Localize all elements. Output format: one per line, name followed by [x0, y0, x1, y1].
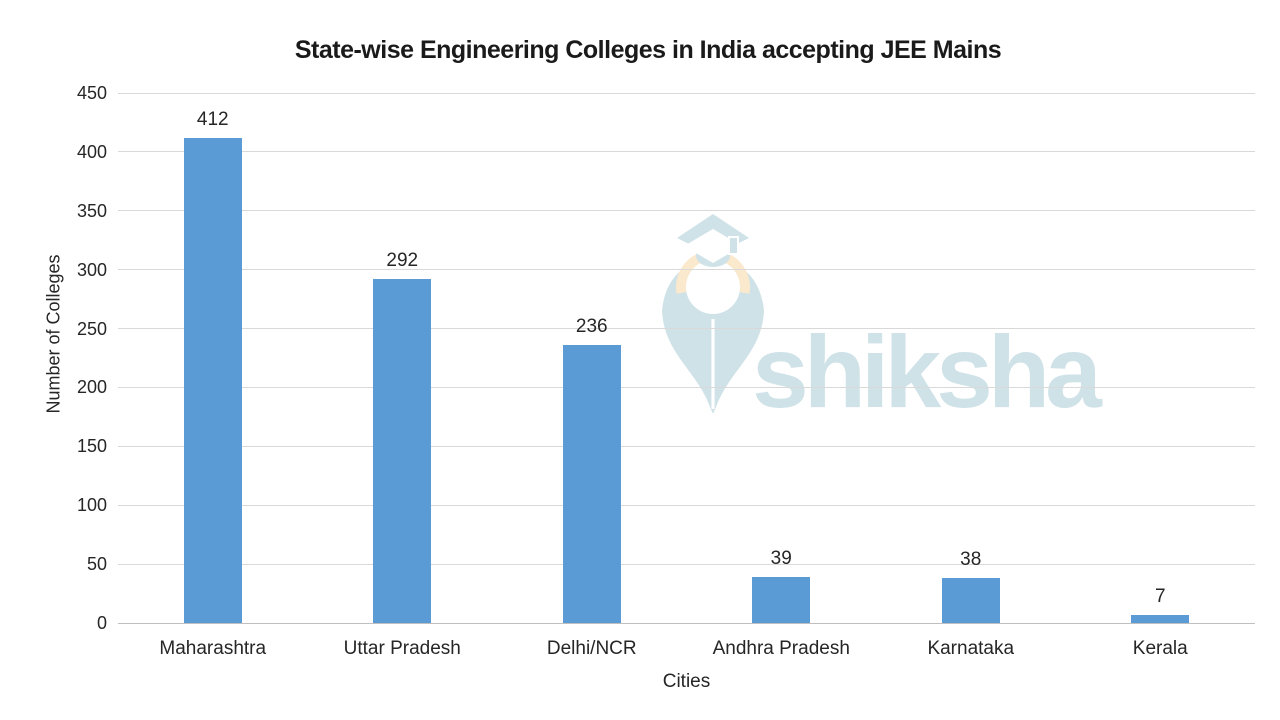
bar-karnataka [941, 578, 1000, 623]
y-tick-label: 100 [76, 495, 107, 516]
bar-value-label-kerala: 7 [1154, 585, 1166, 607]
gridline-200 [118, 386, 1255, 388]
gridline-250 [118, 328, 1255, 330]
gridline-150 [118, 445, 1255, 447]
graduation-cap-pen-nib-icon [662, 214, 764, 413]
gridline-100 [118, 504, 1255, 506]
bar-value-label-andhra-pradesh: 39 [770, 548, 792, 570]
bar-value-label-maharashtra: 412 [196, 108, 229, 130]
plot-area: shiksha 412 292 236 39 38 7 [118, 92, 1255, 624]
x-tick-label-delhi-ncr: Delhi/NCR [546, 638, 637, 659]
bar-value-label-karnataka: 38 [960, 549, 982, 571]
y-tick-label: 50 [86, 554, 107, 575]
x-tick-label-maharashtra: Maharashtra [159, 638, 267, 659]
y-tick-label: 350 [76, 200, 107, 221]
y-tick-label: 200 [76, 377, 107, 398]
y-tick-label: 450 [76, 83, 107, 103]
gridline-400 [118, 151, 1255, 153]
y-tick-label: 300 [76, 259, 107, 280]
bar-delhi-ncr [562, 345, 621, 623]
watermark: shiksha [118, 93, 1255, 623]
x-tick-label-karnataka: Karnataka [927, 638, 1015, 659]
gridline-0 [118, 622, 1255, 624]
bar-value-label-uttar-pradesh: 292 [386, 250, 419, 272]
chart-title: State-wise Engineering Colleges in India… [294, 36, 1002, 64]
x-tick-label-uttar-pradesh: Uttar Pradesh [343, 638, 461, 659]
y-tick-label: 250 [76, 318, 107, 339]
gridline-450 [118, 92, 1255, 94]
x-tick-label-kerala: Kerala [1132, 638, 1188, 659]
bar-value-label-delhi-ncr: 236 [575, 316, 608, 338]
bar-uttar-pradesh [373, 279, 432, 623]
gridline-300 [118, 269, 1255, 271]
gridline-50 [118, 563, 1255, 565]
watermark-brand-text: shiksha [752, 315, 1102, 429]
x-axis-title: Cities [662, 671, 711, 692]
bar-kerala [1131, 614, 1190, 623]
bar-andhra-pradesh [752, 577, 811, 623]
y-tick-label: 400 [76, 141, 107, 162]
x-tick-label-andhra-pradesh: Andhra Pradesh [712, 638, 850, 659]
gridline-350 [118, 210, 1255, 212]
bar-maharashtra [183, 137, 242, 623]
y-tick-label: 150 [76, 436, 107, 457]
y-tick-label: 0 [96, 613, 107, 633]
